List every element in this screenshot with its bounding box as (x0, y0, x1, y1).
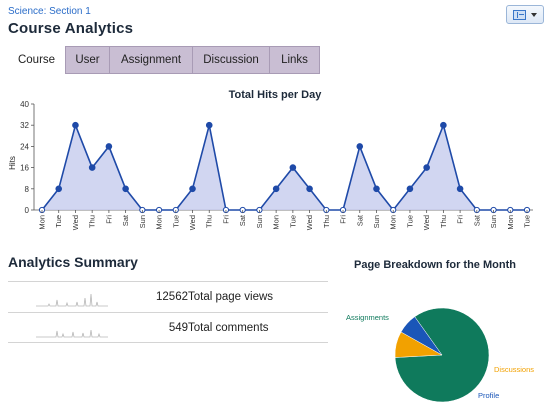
x-tick-label: Fri (221, 215, 230, 224)
x-tick-label: Tue (288, 215, 297, 228)
series-line (41, 122, 527, 212)
data-point[interactable] (88, 164, 96, 171)
x-tick-label: Sat (472, 214, 481, 226)
x-tick-label: Tue (171, 215, 180, 228)
x-tick-label: Sun (255, 215, 264, 228)
data-point[interactable] (456, 185, 464, 193)
x-tick-label: Sun (138, 215, 147, 228)
data-point[interactable] (122, 185, 129, 193)
x-tick-label: Tue (405, 215, 414, 228)
x-tick-label: Mon (272, 215, 281, 230)
y-tick-label: 24 (20, 142, 29, 151)
x-tick-label: Sun (489, 215, 498, 228)
breadcrumb[interactable]: Science: Section 1 (8, 6, 91, 17)
page-views-value: 12562 (156, 291, 188, 303)
tab-links[interactable]: Links (270, 46, 320, 74)
x-tick-label: Mon (155, 215, 164, 230)
data-point[interactable] (272, 185, 280, 193)
x-tick-label: Wed (71, 215, 80, 230)
x-tick-label: Sat (121, 214, 130, 226)
page-views-label: Total page views (188, 291, 274, 303)
y-axis-label: Hits (8, 156, 17, 170)
data-point[interactable] (356, 143, 364, 150)
data-point[interactable] (189, 185, 196, 193)
data-point[interactable] (423, 164, 430, 171)
hits-per-day-chart: Total Hits per Day Hits 0 8 16 24 32 40 Mon Tue… (8, 89, 533, 230)
x-tick-label: Fri (104, 215, 113, 224)
x-tick-label: Tue (523, 215, 532, 228)
y-tick-label: 16 (20, 164, 29, 173)
x-tick-label: Fri (339, 215, 348, 224)
chart-title: Total Hits per Day (229, 89, 323, 101)
tab-course[interactable]: Course (8, 46, 65, 74)
y-tick-label: 0 (25, 206, 30, 215)
y-tick-label: 40 (20, 100, 29, 109)
series-area (42, 125, 527, 210)
summary-row-comments: 549 Total comments (8, 312, 328, 343)
x-tick-label: Mon (38, 215, 47, 230)
summary-row-page-views: 12562 Total page views (8, 281, 328, 312)
comments-label: Total comments (188, 321, 269, 334)
x-tick-label: Wed (305, 215, 314, 230)
x-tick-label: Mon (389, 215, 398, 230)
data-point[interactable] (306, 185, 313, 193)
x-tick-label: Fri (456, 215, 465, 224)
tab-discussion[interactable]: Discussion (193, 46, 270, 74)
y-tick-label: 8 (25, 185, 30, 194)
tab-assignment[interactable]: Assignment (110, 46, 193, 74)
data-point[interactable] (289, 164, 297, 171)
x-tick-label: Sat (355, 214, 364, 226)
y-tick-label: 32 (20, 121, 29, 130)
data-point[interactable] (55, 185, 63, 193)
summary-table: 12562 Total page views 549 Total comment… (8, 281, 328, 343)
page-breakdown-pie-chart: Assignments Discussions Profile (346, 307, 534, 403)
x-tick-label: Thu (439, 215, 448, 228)
x-tick-label: Wed (188, 215, 197, 230)
pie-label-discussions: Discussions (494, 365, 534, 374)
page-title: Course Analytics (8, 20, 134, 37)
table-view-icon (513, 9, 526, 20)
pie-label-profile: Profile (478, 391, 499, 400)
comments-value: 549 (168, 321, 188, 334)
x-tick-label: Thu (88, 215, 97, 228)
view-options-button[interactable] (506, 5, 544, 24)
x-tick-label: Sun (372, 215, 381, 228)
summary-title: Analytics Summary (8, 254, 138, 270)
x-tick-label: Wed (422, 215, 431, 230)
x-tick-label: Mon (506, 215, 515, 230)
tab-bar: Course User Assignment Discussion Links (8, 46, 320, 74)
data-point[interactable] (205, 121, 213, 129)
x-tick-label: Thu (322, 215, 331, 228)
pie-chart-title: Page Breakdown for the Month (354, 259, 516, 271)
comments-sparkline (36, 329, 108, 338)
x-tick-label: Thu (205, 215, 214, 228)
data-point[interactable] (440, 121, 447, 129)
tab-user[interactable]: User (65, 46, 110, 74)
data-point[interactable] (406, 185, 414, 193)
data-point[interactable] (373, 185, 380, 193)
pie-slice-profile[interactable] (400, 316, 443, 356)
pie-label-assignments: Assignments (346, 313, 389, 322)
page-views-sparkline (36, 293, 108, 307)
data-point[interactable] (72, 121, 79, 129)
caret-down-icon (531, 12, 537, 17)
x-tick-label: Sat (238, 214, 247, 226)
data-point[interactable] (105, 143, 113, 150)
x-tick-label: Tue (54, 215, 63, 228)
